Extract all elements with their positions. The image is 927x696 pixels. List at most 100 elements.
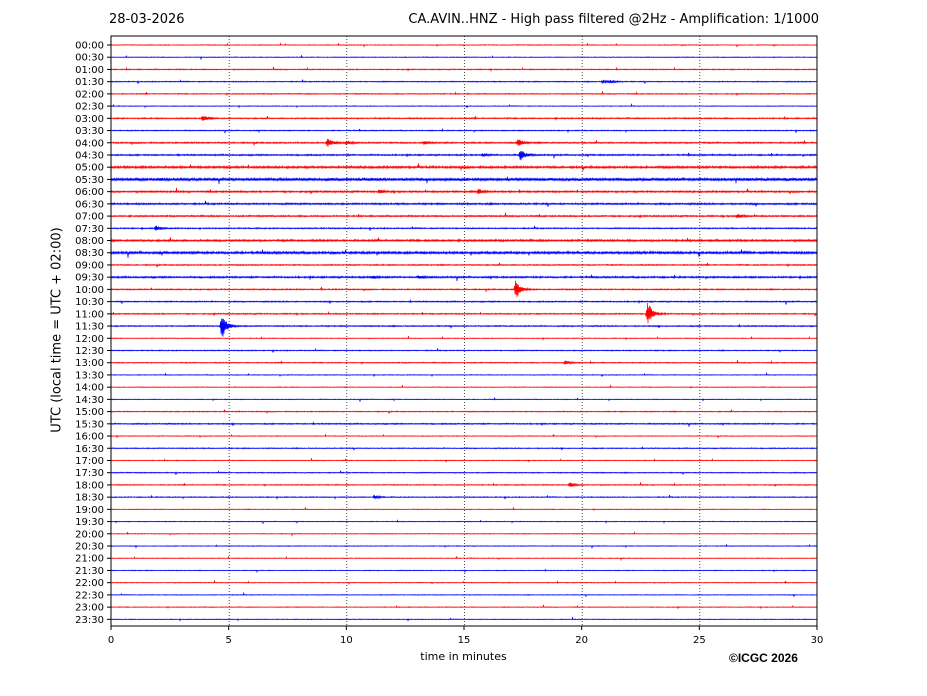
trace-09:30	[110, 274, 818, 282]
trace-14:30	[110, 396, 818, 402]
trace-16:00	[110, 433, 818, 440]
trace-19:30	[110, 519, 818, 524]
trace-04:00	[110, 138, 818, 147]
y-tick-label-03:00: 03:00	[75, 114, 104, 125]
x-tick-label-20: 20	[575, 635, 588, 646]
trace-22:30	[110, 591, 818, 598]
trace-21:00	[110, 555, 818, 562]
y-tick-label-11:30: 11:30	[75, 322, 104, 333]
y-tick-label-20:00: 20:00	[75, 529, 104, 540]
y-tick-label-20:30: 20:30	[75, 542, 104, 553]
x-tick-label-5: 5	[225, 635, 231, 646]
y-tick-label-13:00: 13:00	[75, 358, 104, 369]
trace-10:00	[110, 280, 818, 298]
trace-16:30	[110, 446, 818, 451]
plot-frame	[110, 35, 818, 627]
trace-05:30	[110, 176, 818, 185]
trace-08:30	[110, 249, 818, 258]
trace-11:30	[110, 318, 818, 337]
trace-23:00	[110, 604, 818, 610]
trace-07:30	[110, 225, 818, 231]
trace-02:30	[110, 102, 818, 109]
y-tick-label-06:00: 06:00	[75, 187, 104, 198]
y-tick-label-12:00: 12:00	[75, 334, 104, 345]
trace-19:00	[110, 506, 818, 512]
y-tick-label-22:30: 22:30	[75, 590, 104, 601]
y-tick-label-13:30: 13:30	[75, 370, 104, 381]
trace-10:30	[110, 299, 818, 305]
y-tick-label-12:30: 12:30	[75, 346, 104, 357]
trace-03:00	[110, 116, 818, 122]
trace-01:00	[110, 66, 818, 73]
y-tick-label-01:30: 01:30	[75, 77, 104, 88]
y-tick-label-03:30: 03:30	[75, 126, 104, 137]
trace-14:00	[110, 384, 818, 389]
y-tick-label-08:00: 08:00	[75, 236, 104, 247]
y-tick-label-21:30: 21:30	[75, 566, 104, 577]
y-tick-label-17:30: 17:30	[75, 468, 104, 479]
trace-15:00	[110, 409, 818, 415]
x-tick-label-25: 25	[693, 635, 706, 646]
trace-17:00	[110, 458, 818, 463]
x-tick-label-15: 15	[458, 635, 471, 646]
trace-09:00	[110, 262, 818, 268]
y-tick-label-07:30: 07:30	[75, 224, 104, 235]
y-tick-label-14:30: 14:30	[75, 395, 104, 406]
x-tick-label-10: 10	[340, 635, 353, 646]
trace-04:30	[110, 151, 818, 161]
x-axis-label: time in minutes	[420, 650, 507, 663]
trace-20:00	[110, 531, 818, 537]
trace-22:00	[110, 580, 818, 586]
trace-02:00	[110, 91, 818, 97]
trace-08:00	[110, 237, 818, 244]
trace-20:30	[110, 543, 818, 549]
trace-13:30	[110, 371, 818, 378]
y-tick-label-00:30: 00:30	[75, 53, 104, 64]
y-tick-label-02:00: 02:00	[75, 89, 104, 100]
y-tick-label-09:00: 09:00	[75, 260, 104, 271]
grid-lines	[228, 36, 701, 626]
trace-13:00	[110, 359, 818, 366]
trace-21:30	[110, 568, 818, 574]
y-tick-label-11:00: 11:00	[75, 309, 104, 320]
y-tick-label-19:30: 19:30	[75, 517, 104, 528]
x-tick-label-30: 30	[811, 635, 824, 646]
chart-title: CA.AVIN..HNZ - High pass filtered @2Hz -…	[408, 12, 819, 27]
trace-06:00	[110, 187, 818, 195]
trace-12:00	[110, 335, 818, 341]
y-tick-label-09:30: 09:30	[75, 273, 104, 284]
y-tick-label-14:00: 14:00	[75, 383, 104, 394]
y-tick-label-10:00: 10:00	[75, 285, 104, 296]
y-tick-label-22:00: 22:00	[75, 578, 104, 589]
trace-00:00	[110, 42, 818, 48]
y-tick-label-05:30: 05:30	[75, 175, 104, 186]
y-tick-label-23:00: 23:00	[75, 603, 104, 614]
y-tick-label-07:00: 07:00	[75, 212, 104, 223]
y-tick-label-15:00: 15:00	[75, 407, 104, 418]
y-tick-label-18:30: 18:30	[75, 493, 104, 504]
y-tick-label-05:00: 05:00	[75, 163, 104, 174]
trace-12:30	[110, 347, 818, 353]
y-tick-label-06:30: 06:30	[75, 199, 104, 210]
y-tick-label-01:00: 01:00	[75, 65, 104, 76]
copyright-label: ©ICGC 2026	[729, 651, 798, 665]
y-tick-label-04:30: 04:30	[75, 150, 104, 161]
trace-05:00	[110, 163, 818, 171]
date-label: 28-03-2026	[109, 12, 185, 27]
y-axis-label: UTC (local time = UTC + 02:00)	[49, 227, 65, 433]
trace-group	[110, 42, 818, 622]
trace-18:00	[110, 482, 818, 488]
y-tick-label-23:30: 23:30	[75, 615, 104, 626]
trace-06:30	[110, 200, 818, 207]
y-tick-label-08:30: 08:30	[75, 248, 104, 259]
trace-03:30	[110, 127, 818, 134]
y-tick-label-15:30: 15:30	[75, 419, 104, 430]
trace-11:00	[110, 303, 818, 324]
y-tick-label-00:00: 00:00	[75, 41, 104, 52]
x-tick-label-0: 0	[108, 635, 114, 646]
y-tick-label-10:30: 10:30	[75, 297, 104, 308]
trace-15:30	[110, 421, 818, 427]
y-tick-label-18:00: 18:00	[75, 480, 104, 491]
